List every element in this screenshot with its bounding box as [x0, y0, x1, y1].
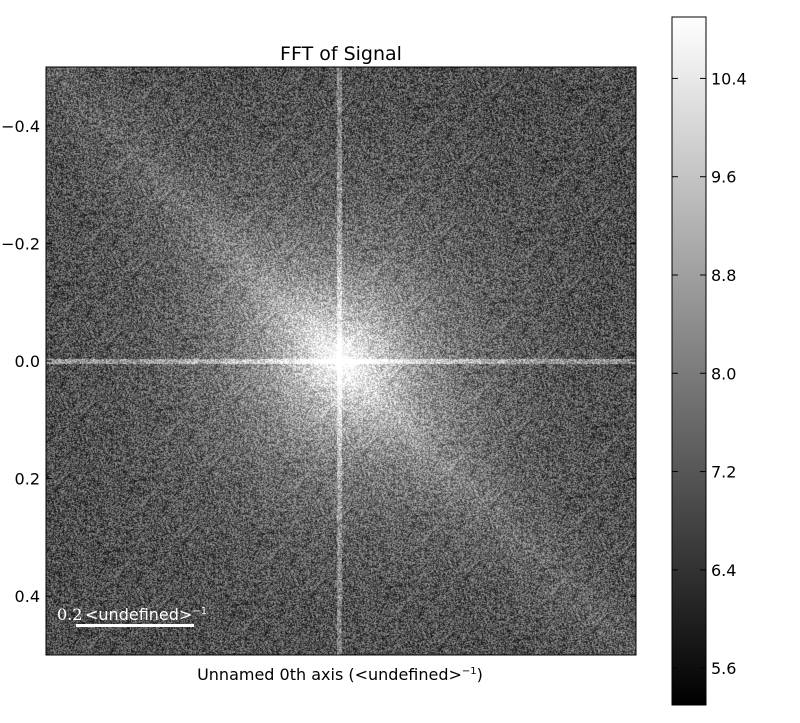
scale-bar-unit: <undefined>−1 [85, 605, 207, 624]
colorbar [671, 16, 707, 706]
scale-bar: 0.2 <undefined>−1 [57, 605, 207, 627]
colorbar-tick-label: 8.8 [711, 266, 736, 285]
colorbar-axis: 5.6 6.4 7.2 8.0 8.8 9.6 10.4 [672, 69, 747, 678]
fft-heatmap-image [46, 67, 636, 655]
scale-bar-value: 0.2 [57, 605, 82, 624]
scale-bar-line [76, 624, 194, 627]
colorbar-tick-label: 7.2 [711, 463, 736, 482]
colorbar-tick-label: 5.6 [711, 659, 736, 678]
x-axis-label: Unnamed 0th axis (<undefined>−1) [197, 665, 483, 684]
colorbar-tick-label: 10.4 [711, 69, 747, 88]
y-tick-label: −0.4 [1, 117, 40, 136]
y-tick-label: 0.0 [15, 352, 40, 371]
colorbar-tick-label: 9.6 [711, 168, 736, 187]
y-axis: −0.4 −0.2 0.0 0.2 0.4 [1, 117, 636, 606]
colorbar-tick-label: 6.4 [711, 561, 736, 580]
y-tick-label: 0.4 [15, 587, 40, 606]
heatmap-area [46, 67, 636, 655]
chart-title: FFT of Signal [280, 43, 402, 65]
y-tick-label: 0.2 [15, 470, 40, 489]
colorbar-tick-label: 8.0 [711, 364, 736, 383]
y-tick-label: −0.2 [1, 234, 40, 253]
